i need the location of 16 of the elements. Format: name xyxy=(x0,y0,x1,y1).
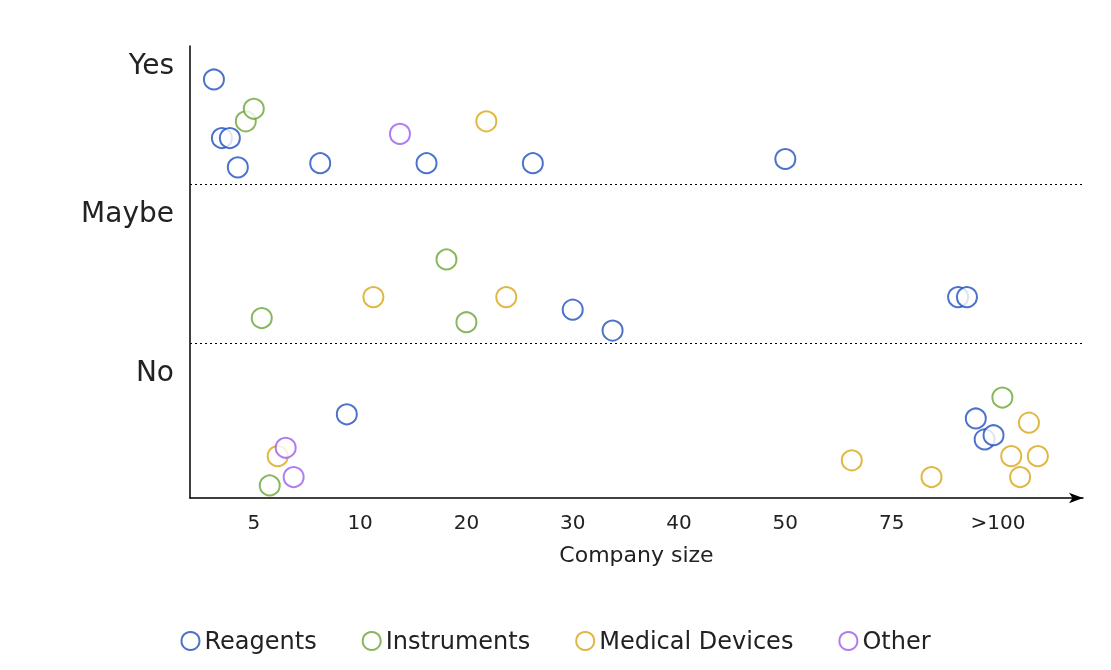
x-tick-label: 10 xyxy=(347,510,373,534)
legend-label: Instruments xyxy=(385,627,531,655)
text: No xyxy=(135,354,174,388)
x-axis-title: Company size xyxy=(559,541,714,567)
x-tick-label: 40 xyxy=(666,510,692,534)
text: Maybe xyxy=(81,195,174,229)
legend-label: Reagents xyxy=(204,627,317,655)
legend-label: Other xyxy=(862,627,931,655)
x-tick-label: 20 xyxy=(453,510,480,534)
text: Yes xyxy=(127,47,174,81)
x-tick-label: >100 xyxy=(970,510,1026,534)
x-tick-label: 50 xyxy=(772,510,799,534)
x-tick-label: 75 xyxy=(878,510,905,534)
legend-label: Medical Devices xyxy=(599,627,794,655)
x-tick-label: 30 xyxy=(559,510,586,534)
x-tick-label: 5 xyxy=(247,510,261,534)
